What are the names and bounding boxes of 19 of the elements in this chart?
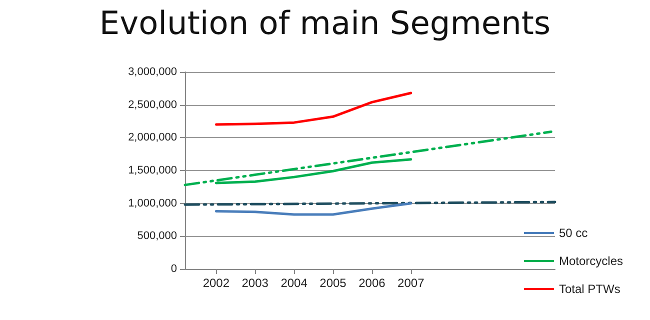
y-tick-label: 2,500,000 — [128, 98, 177, 111]
y-tick-label: 1,500,000 — [128, 164, 177, 176]
x-tick-label: 2004 — [280, 276, 308, 290]
y-tick-label: 2,000,000 — [128, 132, 177, 144]
y-tick-label: 0 — [170, 263, 177, 275]
x-tick-label: 2005 — [320, 276, 347, 290]
x-tick-label: 2006 — [358, 276, 386, 290]
legend-label: 50 cc — [558, 226, 588, 240]
y-tick-label: 500,000 — [137, 230, 177, 242]
line-series — [214, 202, 412, 216]
x-tick-label: 2007 — [398, 276, 425, 290]
legend-label: Total PTWs — [558, 282, 620, 296]
chart-title: Evolution of main Segments — [99, 4, 551, 42]
y-tick-label: 1,000,000 — [128, 197, 177, 210]
x-tick-label: 2002 — [202, 276, 230, 290]
x-tick-label: 2003 — [242, 276, 269, 290]
legend-label: Motorcycles — [558, 254, 623, 268]
line-series — [214, 92, 412, 126]
y-tick-label: 3,000,000 — [128, 66, 177, 78]
